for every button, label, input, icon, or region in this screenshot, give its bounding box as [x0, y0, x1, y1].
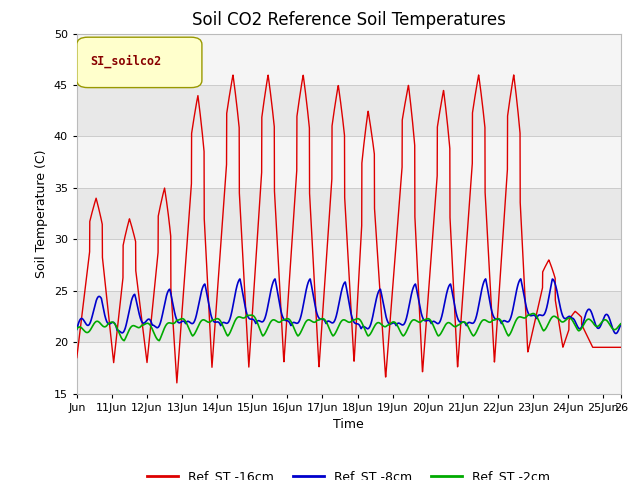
Legend: Ref_ST -16cm, Ref_ST -8cm, Ref_ST -2cm: Ref_ST -16cm, Ref_ST -8cm, Ref_ST -2cm: [142, 465, 556, 480]
Y-axis label: Soil Temperature (C): Soil Temperature (C): [35, 149, 48, 278]
Bar: [77, 188, 621, 240]
X-axis label: Time: Time: [333, 418, 364, 431]
Bar: [77, 291, 621, 342]
Bar: [77, 85, 621, 136]
FancyBboxPatch shape: [77, 37, 202, 87]
Text: SI_soilco2: SI_soilco2: [90, 55, 162, 68]
Title: Soil CO2 Reference Soil Temperatures: Soil CO2 Reference Soil Temperatures: [192, 11, 506, 29]
